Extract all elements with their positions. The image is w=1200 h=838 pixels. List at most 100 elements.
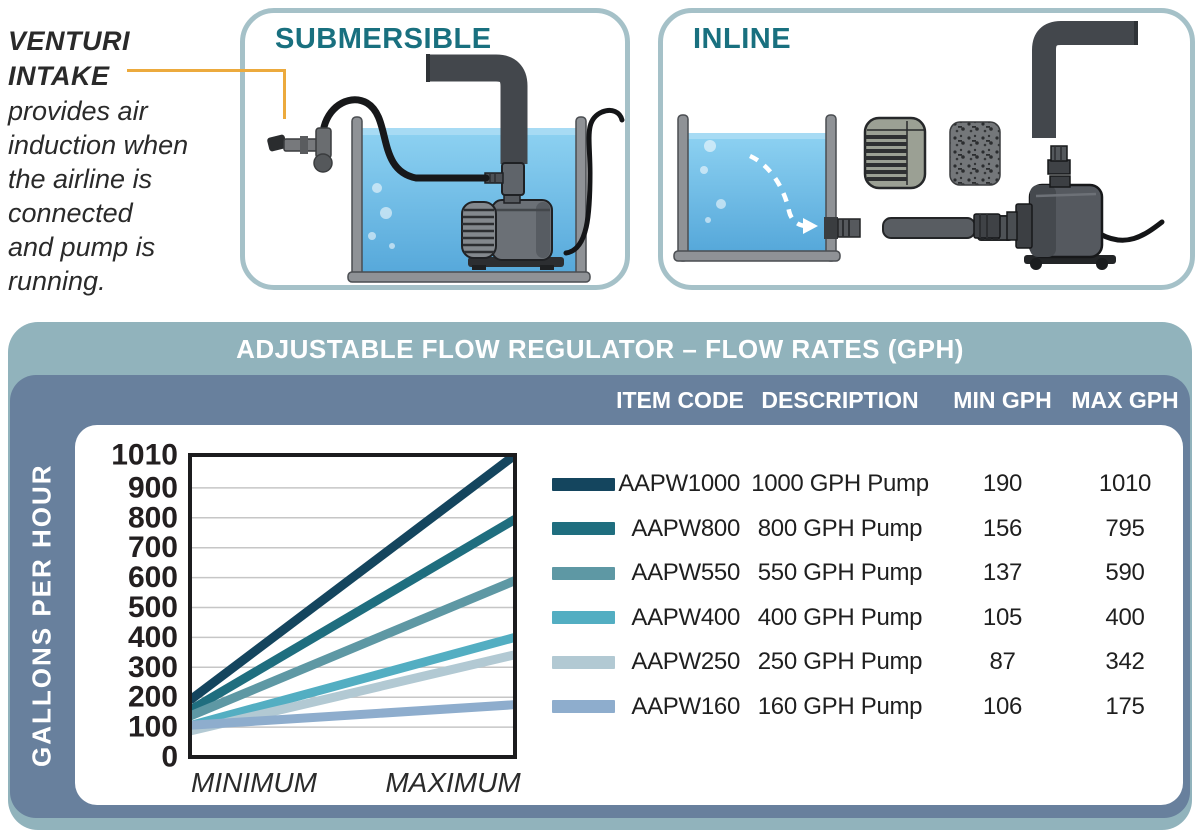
table-row: AAPW400 400 GPH Pump 105 400	[545, 596, 1180, 641]
prefilter-housing	[863, 116, 927, 190]
bubbles	[368, 183, 395, 249]
venturi-connector-line-vertical	[283, 69, 286, 119]
column-header-item-code: ITEM CODE	[616, 386, 744, 413]
y-tick-label: 0	[161, 741, 178, 774]
y-tick-label: 400	[128, 621, 178, 654]
pump-illustration	[461, 192, 564, 270]
water-surface	[687, 133, 826, 139]
description-cell: 550 GPH Pump	[757, 559, 923, 587]
legend-swatch-cell	[545, 522, 615, 536]
legend-swatch	[552, 700, 615, 714]
pump-illustration	[973, 175, 1165, 270]
y-tick-label: 600	[128, 561, 178, 594]
column-header-description: DESCRIPTION	[761, 386, 919, 413]
legend-swatch	[552, 522, 615, 536]
table-row: AAPW1000 1000 GPH Pump 190 1010	[545, 462, 1180, 507]
column-header-min-gph: MIN GPH	[953, 386, 1052, 413]
legend-swatch-cell	[545, 700, 615, 714]
item-code-cell: AAPW800	[631, 514, 740, 542]
column-header-max-gph: MAX GPH	[1071, 386, 1179, 413]
plot-border	[188, 453, 517, 759]
table-row: AAPW250 250 GPH Pump 87 342	[545, 640, 1180, 685]
y-tick-label: 500	[128, 591, 178, 624]
max-gph-cell: 400	[1105, 603, 1145, 631]
max-gph-cell: 590	[1105, 559, 1145, 587]
tank-bottom	[347, 271, 591, 283]
min-gph-cell: 137	[982, 559, 1023, 587]
min-gph-cell: 190	[982, 470, 1023, 498]
legend-swatch-cell	[545, 655, 615, 669]
description-cell: 800 GPH Pump	[757, 514, 923, 542]
tank-left-wall	[351, 116, 363, 278]
description-cell: 160 GPH Pump	[757, 692, 923, 720]
water-surface	[361, 128, 577, 135]
inline-panel-title: INLINE	[693, 23, 792, 55]
pipe-end	[1134, 21, 1138, 45]
outlet-pipe	[1032, 21, 1136, 138]
legend-swatch	[552, 611, 615, 625]
min-gph-cell: 87	[989, 648, 1016, 676]
inline-panel: INLINE	[658, 8, 1195, 290]
airline-hose	[320, 96, 490, 182]
bubbles	[700, 140, 726, 223]
description-cell: 400 GPH Pump	[757, 603, 923, 631]
tee-fitting	[484, 162, 525, 196]
flow-line-AAPW1000	[190, 455, 515, 704]
legend-swatch-cell	[545, 611, 615, 625]
gallons-per-hour-axis-label: GALLONS PER HOUR	[26, 463, 57, 767]
tank-bottom	[673, 250, 841, 262]
y-tick-label: 100	[128, 711, 178, 744]
max-gph-cell: 342	[1105, 648, 1145, 676]
x-label-maximum: MAXIMUM	[385, 767, 521, 798]
min-gph-cell: 105	[982, 603, 1023, 631]
submersible-diagram	[267, 54, 625, 283]
legend-swatch	[552, 477, 615, 491]
pipe-end	[426, 54, 430, 82]
venturi-connector-line-horizontal	[127, 69, 286, 72]
flow-arrow-dashed	[748, 153, 806, 229]
tank-left-wall	[677, 114, 689, 262]
item-code-cell: AAPW160	[631, 692, 740, 720]
y-tick-label: 200	[128, 681, 178, 714]
y-tick-label: 1010	[111, 440, 178, 472]
y-tick-label: 700	[128, 531, 178, 564]
item-code-cell: AAPW400	[631, 603, 740, 631]
chart-series-lines	[190, 455, 515, 736]
power-cord	[563, 107, 625, 256]
min-gph-cell: 106	[982, 692, 1023, 720]
legend-swatch-cell	[545, 566, 615, 580]
legend-swatch-cell	[545, 477, 615, 491]
table-header-row: ITEM CODE DESCRIPTION MIN GPH MAX GPH	[545, 378, 1180, 422]
flow-line-AAPW400	[190, 633, 515, 730]
foam-filter	[949, 121, 1001, 186]
flow-line-AAPW550	[190, 576, 515, 721]
submersible-panel: SUBMERSIBLE	[240, 8, 630, 290]
flow-line-AAPW800	[190, 515, 515, 715]
outlet-pipe	[428, 54, 528, 164]
legend-swatch	[552, 566, 615, 580]
table-row: AAPW800 800 GPH Pump 156 795	[545, 507, 1180, 552]
item-code-cell: AAPW1000	[618, 470, 740, 498]
flow-line-AAPW160	[190, 700, 515, 730]
outlet-barb-fitting	[1047, 145, 1071, 175]
tank-water	[687, 133, 826, 251]
table-row: AAPW550 550 GPH Pump 137 590	[545, 551, 1180, 596]
y-tick-label: 900	[128, 471, 178, 504]
venturi-note-body: provides air induction when the airline …	[8, 96, 189, 296]
inline-diagram	[673, 21, 1165, 270]
x-label-minimum: MINIMUM	[191, 767, 318, 798]
y-tick-label: 800	[128, 501, 178, 534]
venturi-note-title: VENTURI INTAKE	[8, 26, 131, 91]
y-tick-label: 300	[128, 651, 178, 684]
item-code-cell: AAPW550	[631, 559, 740, 587]
item-code-cell: AAPW250	[631, 648, 740, 676]
max-gph-cell: 1010	[1098, 470, 1152, 498]
pump-table: AAPW1000 1000 GPH Pump 190 1010 AAPW800 800 G…	[545, 462, 1180, 729]
description-cell: 250 GPH Pump	[757, 648, 923, 676]
tank-right-wall	[575, 116, 587, 278]
venturi-intake-fitting	[267, 127, 333, 173]
max-gph-cell: 795	[1105, 514, 1145, 542]
